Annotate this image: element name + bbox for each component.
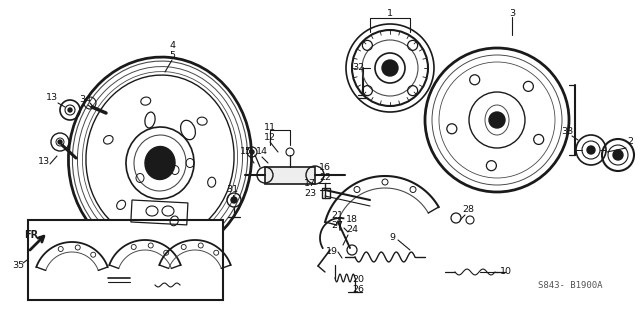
Circle shape bbox=[382, 60, 398, 76]
Text: 20: 20 bbox=[352, 276, 364, 285]
Circle shape bbox=[58, 140, 62, 144]
Bar bbox=[265, 167, 315, 184]
Text: 32: 32 bbox=[352, 63, 364, 72]
Ellipse shape bbox=[145, 146, 175, 180]
Bar bbox=[322, 188, 330, 198]
Circle shape bbox=[587, 146, 595, 154]
Circle shape bbox=[489, 112, 505, 128]
Text: 9: 9 bbox=[389, 233, 395, 241]
Text: 18: 18 bbox=[346, 216, 358, 225]
Text: 21: 21 bbox=[331, 211, 343, 219]
Text: 3: 3 bbox=[509, 9, 515, 18]
Text: 4: 4 bbox=[169, 41, 175, 49]
Text: 11: 11 bbox=[264, 122, 276, 131]
Text: 13: 13 bbox=[38, 158, 50, 167]
Text: 16: 16 bbox=[319, 164, 331, 173]
Text: 17: 17 bbox=[304, 179, 316, 188]
Circle shape bbox=[250, 150, 254, 154]
Text: 26: 26 bbox=[352, 286, 364, 294]
Text: 13: 13 bbox=[46, 93, 58, 102]
Text: 31: 31 bbox=[226, 186, 238, 195]
Text: FR.: FR. bbox=[24, 230, 42, 240]
Text: 33: 33 bbox=[561, 128, 573, 137]
Text: 2: 2 bbox=[627, 137, 633, 146]
Bar bbox=[28, 220, 223, 300]
Text: 15: 15 bbox=[240, 147, 252, 157]
Circle shape bbox=[68, 108, 72, 112]
Text: 19: 19 bbox=[326, 248, 338, 256]
Text: 27: 27 bbox=[331, 220, 343, 229]
Text: 5: 5 bbox=[169, 50, 175, 60]
Text: 23: 23 bbox=[304, 189, 316, 197]
Circle shape bbox=[231, 197, 237, 203]
Text: 12: 12 bbox=[264, 132, 276, 142]
Text: 28: 28 bbox=[462, 205, 474, 214]
Text: S843- B1900A: S843- B1900A bbox=[538, 280, 602, 290]
Text: 24: 24 bbox=[346, 226, 358, 234]
Circle shape bbox=[613, 150, 623, 160]
Text: 14: 14 bbox=[256, 147, 268, 157]
Text: 10: 10 bbox=[500, 268, 512, 277]
Text: 1: 1 bbox=[387, 9, 393, 18]
Text: 34: 34 bbox=[79, 95, 91, 105]
Text: 35: 35 bbox=[12, 261, 24, 270]
Bar bbox=[131, 200, 188, 225]
Text: 22: 22 bbox=[319, 174, 331, 182]
